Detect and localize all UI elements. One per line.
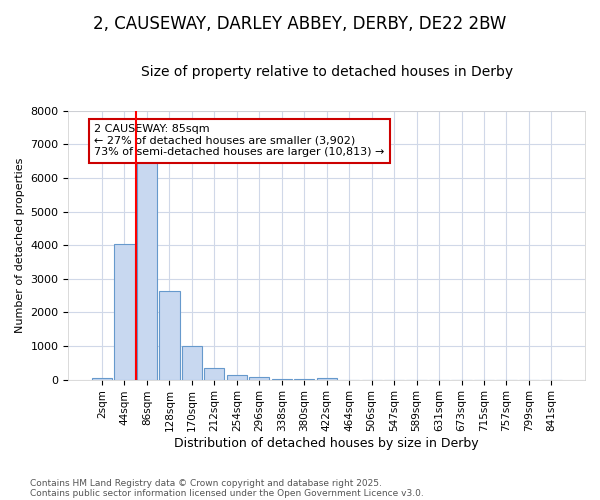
Text: 2, CAUSEWAY, DARLEY ABBEY, DERBY, DE22 2BW: 2, CAUSEWAY, DARLEY ABBEY, DERBY, DE22 2… [94, 15, 506, 33]
Text: 2 CAUSEWAY: 85sqm
← 27% of detached houses are smaller (3,902)
73% of semi-detac: 2 CAUSEWAY: 85sqm ← 27% of detached hous… [94, 124, 385, 158]
Y-axis label: Number of detached properties: Number of detached properties [15, 158, 25, 333]
Title: Size of property relative to detached houses in Derby: Size of property relative to detached ho… [140, 65, 513, 79]
Bar [137, 156, 157, 380]
Bar [294, 379, 314, 380]
Bar [115, 244, 134, 380]
Bar [317, 378, 337, 380]
Text: Contains HM Land Registry data © Crown copyright and database right 2025.: Contains HM Land Registry data © Crown c… [30, 478, 382, 488]
Bar [204, 368, 224, 380]
Text: Contains public sector information licensed under the Open Government Licence v3: Contains public sector information licen… [30, 488, 424, 498]
Bar [182, 346, 202, 380]
Bar [272, 378, 292, 380]
Bar [159, 290, 179, 380]
Bar [227, 375, 247, 380]
X-axis label: Distribution of detached houses by size in Derby: Distribution of detached houses by size … [175, 437, 479, 450]
Bar [92, 378, 112, 380]
Bar [249, 377, 269, 380]
